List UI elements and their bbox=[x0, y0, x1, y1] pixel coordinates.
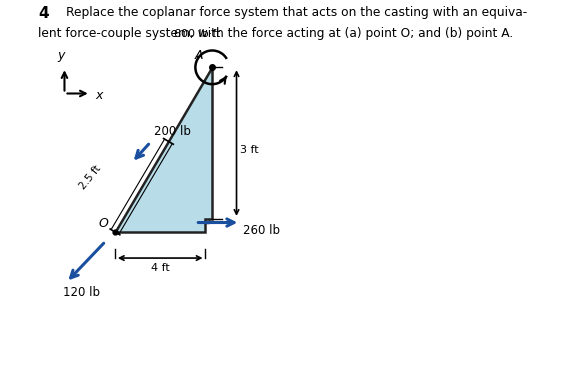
Text: 3 ft: 3 ft bbox=[240, 145, 259, 154]
Text: y: y bbox=[58, 49, 65, 62]
Text: 2.5 ft: 2.5 ft bbox=[78, 164, 103, 191]
Text: A: A bbox=[195, 49, 203, 62]
Text: x: x bbox=[95, 89, 103, 102]
Text: 4: 4 bbox=[38, 6, 49, 21]
Text: 4 ft: 4 ft bbox=[151, 263, 170, 273]
Text: lent force-couple system, with the force acting at (a) point O; and (b) point A.: lent force-couple system, with the force… bbox=[38, 27, 514, 40]
Polygon shape bbox=[115, 67, 212, 232]
Text: O: O bbox=[98, 217, 108, 230]
Text: Replace the coplanar force system that acts on the casting with an equiva-: Replace the coplanar force system that a… bbox=[67, 6, 527, 19]
Text: 600 lb·ft: 600 lb·ft bbox=[174, 29, 221, 39]
Text: 260 lb: 260 lb bbox=[243, 224, 280, 237]
Text: 120 lb: 120 lb bbox=[63, 286, 100, 299]
Text: 200 lb: 200 lb bbox=[154, 125, 191, 138]
